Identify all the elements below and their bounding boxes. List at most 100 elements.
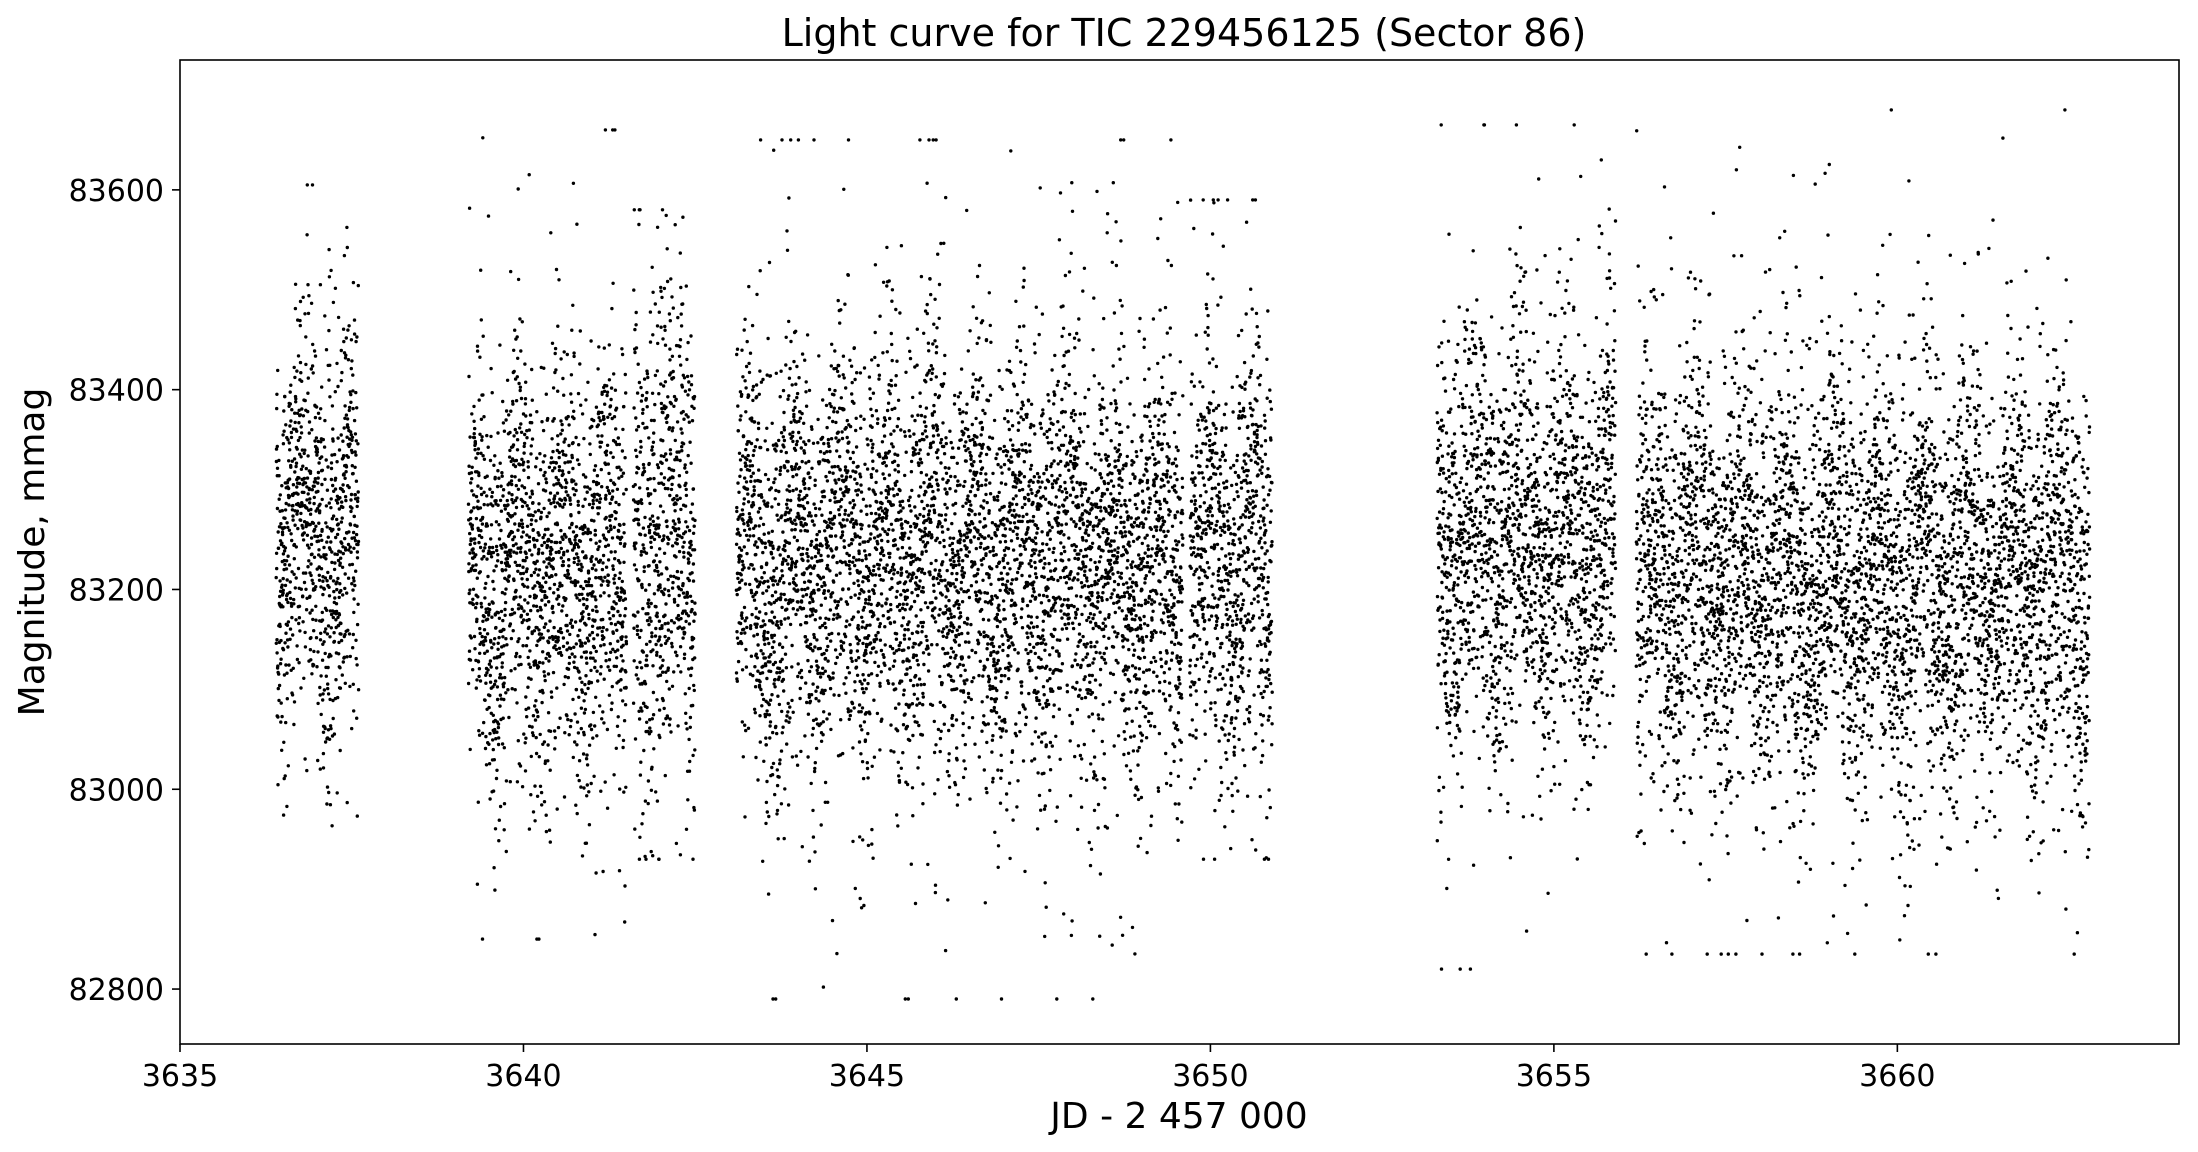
data-point xyxy=(814,717,818,721)
data-point xyxy=(645,369,649,373)
data-point xyxy=(316,650,320,654)
data-point xyxy=(659,472,663,476)
data-point xyxy=(865,761,869,765)
data-point xyxy=(691,753,695,758)
data-point xyxy=(876,664,881,668)
data-point xyxy=(513,667,517,671)
data-point xyxy=(523,559,527,563)
data-point xyxy=(846,450,850,454)
data-point xyxy=(860,687,865,691)
data-point xyxy=(563,461,567,465)
data-point xyxy=(602,389,607,393)
data-point xyxy=(313,587,317,592)
data-point xyxy=(324,458,328,462)
data-point xyxy=(751,534,756,538)
data-point xyxy=(670,544,675,548)
data-point xyxy=(282,429,286,433)
data-point xyxy=(853,477,857,481)
data-point xyxy=(650,391,655,395)
data-point xyxy=(776,502,781,506)
data-point xyxy=(492,730,496,735)
data-point xyxy=(488,659,493,663)
data-point xyxy=(635,632,640,637)
data-point xyxy=(666,487,670,491)
data-point xyxy=(544,622,548,626)
data-point xyxy=(666,666,670,670)
data-point xyxy=(862,605,866,610)
data-point xyxy=(767,260,772,265)
data-point xyxy=(684,487,688,492)
data-point xyxy=(663,634,667,639)
data-point xyxy=(765,448,770,452)
data-point xyxy=(874,409,879,413)
data-point xyxy=(871,391,876,395)
data-point xyxy=(512,611,517,615)
data-point xyxy=(284,720,288,725)
data-point xyxy=(504,691,508,695)
data-point xyxy=(531,501,535,505)
data-point xyxy=(878,681,882,685)
data-point xyxy=(485,617,490,621)
data-point xyxy=(633,483,637,487)
data-point xyxy=(624,635,628,639)
data-point xyxy=(780,731,784,735)
data-point xyxy=(514,458,519,463)
data-point xyxy=(593,665,597,670)
data-point xyxy=(337,595,341,600)
data-point xyxy=(602,635,606,640)
data-point xyxy=(280,714,284,719)
data-point xyxy=(791,430,795,434)
data-point xyxy=(493,727,497,732)
data-point xyxy=(478,570,482,574)
data-point xyxy=(739,468,743,472)
data-point xyxy=(301,464,305,468)
data-point xyxy=(678,344,682,349)
data-point xyxy=(632,563,637,567)
data-point xyxy=(351,646,355,650)
data-point xyxy=(691,636,696,641)
data-point xyxy=(616,436,620,440)
data-point xyxy=(623,614,627,618)
data-point xyxy=(282,673,287,677)
data-point xyxy=(567,558,571,562)
data-point xyxy=(655,698,659,702)
data-point xyxy=(611,614,616,618)
data-point xyxy=(485,632,490,636)
data-point xyxy=(654,626,658,631)
data-point xyxy=(515,448,520,452)
data-point xyxy=(538,452,542,456)
data-point xyxy=(648,310,653,314)
data-point xyxy=(525,612,530,616)
data-point xyxy=(524,707,528,712)
data-point xyxy=(533,784,537,788)
data-point xyxy=(516,739,520,743)
data-point xyxy=(652,418,656,423)
data-point xyxy=(551,610,555,615)
data-point xyxy=(655,614,659,619)
data-point xyxy=(858,592,862,596)
data-point xyxy=(841,354,846,358)
data-point xyxy=(570,328,574,332)
data-point xyxy=(612,372,616,376)
data-point xyxy=(735,505,739,510)
data-point xyxy=(321,751,326,756)
data-point xyxy=(466,502,471,506)
data-point xyxy=(293,375,297,380)
data-point xyxy=(654,642,658,647)
data-point xyxy=(667,636,671,641)
data-point xyxy=(501,716,505,720)
data-point xyxy=(316,411,321,415)
data-point xyxy=(332,639,337,644)
data-point xyxy=(614,746,618,750)
data-point xyxy=(491,601,495,605)
data-point xyxy=(880,519,884,523)
data-point xyxy=(321,579,325,583)
data-point xyxy=(651,440,656,444)
data-point xyxy=(597,345,601,349)
data-point xyxy=(469,509,474,513)
data-point xyxy=(834,573,839,577)
data-point xyxy=(613,622,618,627)
data-point xyxy=(568,576,572,580)
data-point xyxy=(295,411,300,415)
data-point xyxy=(757,392,761,396)
